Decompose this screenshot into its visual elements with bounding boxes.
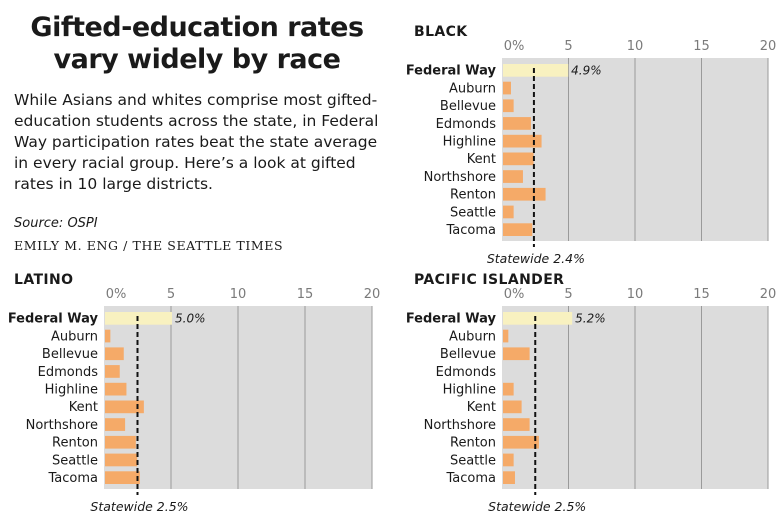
category-label: Seattle: [450, 453, 496, 468]
tick-label: 0%: [106, 287, 127, 302]
category-label: Tacoma: [446, 223, 497, 238]
tick-label: 0%: [504, 287, 525, 302]
data-label: 5.0%: [175, 312, 206, 326]
category-label: Renton: [450, 188, 496, 203]
bar: [105, 347, 124, 361]
category-label: Federal Way: [406, 312, 497, 327]
bar-chart-pacific-islander: 0% 5 10 15 20 Federal Way 5.2% Auburn Bellevue Ed…: [406, 287, 777, 514]
bar: [503, 187, 546, 201]
bar: [503, 400, 522, 414]
bar: [105, 435, 136, 449]
panel-title: PACIFIC ISLANDER: [414, 272, 565, 288]
chart-panel-latino: LATINO 0% 5 10 15 20 Federal Way 5.0% Auburn Bel…: [8, 272, 381, 518]
bar: [503, 418, 530, 431]
category-label: Edmonds: [38, 365, 99, 380]
bar-chart-latino: 0% 5 10 15 20 Federal Way 5.0% Auburn Bellevue Ed…: [8, 287, 381, 514]
category-label: Auburn: [51, 329, 98, 344]
data-label: 5.2%: [575, 312, 606, 326]
category-label: Northshore: [424, 170, 496, 185]
bar: [503, 435, 539, 449]
headline: Gifted-education rates vary widely by ra…: [30, 12, 364, 75]
bar: [503, 471, 515, 484]
bar: [503, 99, 514, 113]
bar: [503, 347, 530, 361]
bar-chart-black: 0% 5 10 15 20 Federal Way 4.9% Auburn Bellevue Ed…: [406, 39, 777, 266]
category-label: Federal Way: [8, 312, 99, 327]
tick-label: 5: [564, 287, 572, 302]
category-label: Federal Way: [406, 64, 497, 79]
bar: [503, 81, 511, 95]
bar: [503, 453, 514, 467]
tick-label: 10: [627, 39, 644, 54]
data-label: 4.9%: [571, 64, 602, 78]
bar: [503, 170, 523, 183]
tick-label: 20: [760, 39, 777, 54]
tick-label: 20: [760, 287, 777, 302]
tick-label: 15: [693, 287, 710, 302]
bar: [503, 64, 569, 77]
tick-label: 10: [627, 287, 644, 302]
panel-title: LATINO: [14, 272, 74, 288]
category-label: Renton: [450, 436, 496, 451]
category-label: Edmonds: [436, 117, 497, 132]
bar: [503, 312, 573, 325]
category-label: Seattle: [450, 205, 496, 220]
reference-label: Statewide 2.5%: [90, 499, 188, 514]
category-label: Auburn: [449, 329, 496, 344]
bar: [503, 134, 542, 148]
chart-panel-pacific-islander: PACIFIC ISLANDER 0% 5 10 15 20 Federal Way 5.2…: [406, 272, 777, 518]
reference-label: Statewide 2.4%: [487, 251, 585, 266]
credit-line: EMILY M. ENG / THE SEATTLE TIMES: [14, 238, 284, 253]
category-label: Kent: [467, 400, 496, 415]
tick-label: 0%: [504, 39, 525, 54]
bar: [503, 205, 514, 219]
bar: [105, 365, 120, 378]
category-label: Auburn: [449, 81, 496, 96]
bar: [105, 471, 140, 484]
category-label: Kent: [69, 400, 98, 415]
bar: [503, 329, 509, 343]
bar: [105, 453, 138, 467]
category-label: Kent: [467, 152, 496, 167]
category-label: Bellevue: [42, 347, 98, 362]
category-label: Tacoma: [446, 471, 497, 486]
bar: [105, 382, 127, 396]
tick-label: 5: [167, 287, 175, 302]
category-label: Highline: [443, 383, 496, 398]
category-label: Edmonds: [436, 365, 497, 380]
tick-label: 5: [564, 39, 572, 54]
category-label: Highline: [45, 383, 98, 398]
category-label: Northshore: [26, 418, 98, 433]
bar: [105, 329, 111, 343]
bar: [105, 400, 144, 414]
bar: [503, 223, 533, 236]
tick-label: 20: [364, 287, 381, 302]
tick-label: 10: [230, 287, 247, 302]
bar: [105, 418, 126, 431]
intro-text: While Asians and whites comprise most gi…: [14, 91, 379, 193]
category-label: Highline: [443, 135, 496, 150]
category-label: Bellevue: [440, 347, 496, 362]
category-label: Seattle: [52, 453, 98, 468]
source-note: Source: OSPI: [14, 216, 98, 231]
reference-label: Statewide 2.5%: [488, 499, 586, 514]
chart-panel-black: BLACK 0% 5 10 15 20 Federal Way 4.9% Auburn Bell…: [406, 24, 777, 270]
bar: [503, 152, 534, 166]
panel-title: BLACK: [414, 24, 468, 40]
category-label: Renton: [52, 436, 98, 451]
tick-label: 15: [693, 39, 710, 54]
bar: [503, 382, 514, 396]
category-label: Bellevue: [440, 99, 496, 114]
category-label: Northshore: [424, 418, 496, 433]
category-label: Tacoma: [48, 471, 99, 486]
tick-label: 15: [297, 287, 314, 302]
bar: [503, 117, 531, 130]
